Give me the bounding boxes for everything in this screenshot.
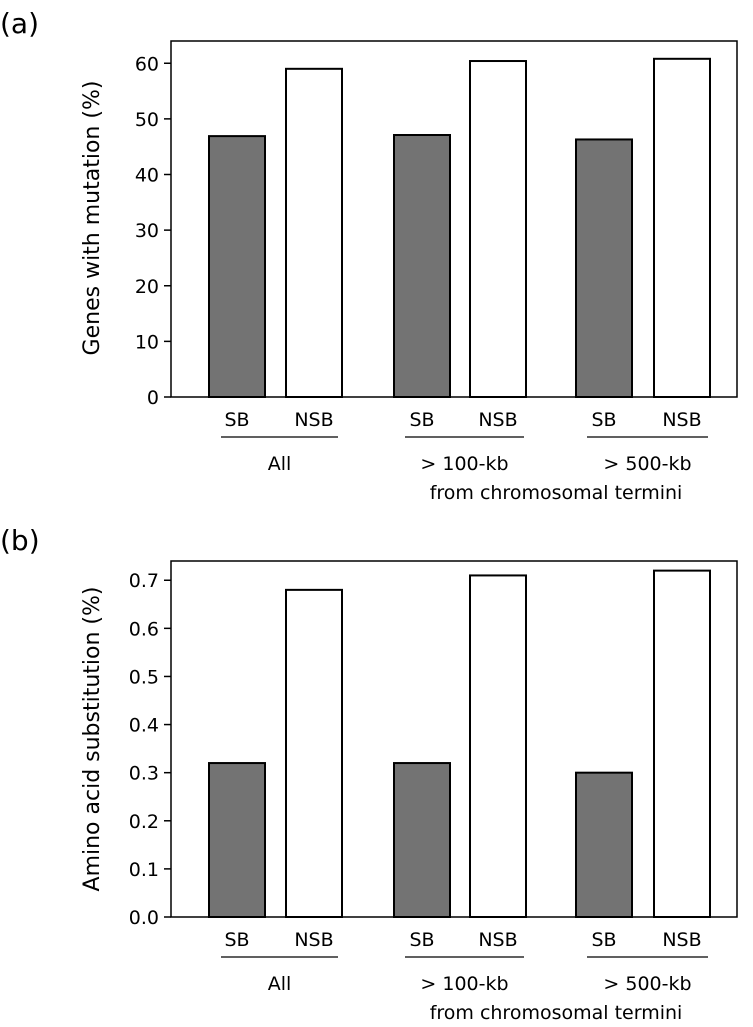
panel-label: (a) xyxy=(0,7,39,40)
group-label: > 100-kb xyxy=(420,453,508,475)
y-tick-label: 0.5 xyxy=(129,666,159,688)
y-axis-label: Genes with mutation (%) xyxy=(80,81,105,356)
group-label: All xyxy=(268,453,292,475)
y-tick-label: 0.6 xyxy=(129,618,159,640)
y-tick-label: 10 xyxy=(135,331,159,353)
y-tick-label: 30 xyxy=(135,220,159,242)
category-label: NSB xyxy=(662,929,701,951)
bar-nsb xyxy=(469,574,527,918)
bar-sb xyxy=(575,138,633,399)
group-label: > 500-kb xyxy=(603,453,691,475)
group-caption: from chromosomal termini xyxy=(430,1002,683,1024)
category-label: NSB xyxy=(478,409,517,431)
bar-sb xyxy=(393,762,451,919)
category-label: SB xyxy=(591,409,616,431)
panel-label: (b) xyxy=(0,524,40,557)
category-label: SB xyxy=(409,929,434,951)
category-label: NSB xyxy=(294,409,333,431)
category-label: NSB xyxy=(478,929,517,951)
group-label: > 500-kb xyxy=(603,973,691,995)
chart-panel-a: (a) 0 10 20 30 40 50 60 Genes with mutation (%) S… xyxy=(0,7,738,504)
bar-sb xyxy=(208,762,266,919)
y-tick-label: 0.3 xyxy=(129,763,159,785)
category-label: SB xyxy=(224,409,249,431)
bar-nsb xyxy=(285,588,343,918)
bar-sb xyxy=(208,135,266,398)
bar-nsb xyxy=(653,569,711,919)
y-tick-label: 0.1 xyxy=(129,859,159,881)
y-axis-label: Amino acid substitution (%) xyxy=(80,587,105,892)
bar-sb xyxy=(575,771,633,918)
y-tick-label: 20 xyxy=(135,276,159,298)
bar-nsb xyxy=(653,57,711,399)
y-tick-label: 0.7 xyxy=(129,570,159,592)
group-label: All xyxy=(268,973,292,995)
bar-sb xyxy=(393,134,451,398)
plot-frame xyxy=(170,560,738,918)
plot-frame xyxy=(170,40,738,398)
category-label: NSB xyxy=(662,409,701,431)
y-tick-label: 0.4 xyxy=(129,715,159,737)
y-tick-label: 0.2 xyxy=(129,811,159,833)
category-label: SB xyxy=(591,929,616,951)
y-tick-label: 0 xyxy=(147,387,159,409)
bar-nsb xyxy=(285,67,343,398)
y-tick-label: 40 xyxy=(135,165,159,187)
y-tick-label: 50 xyxy=(135,109,159,131)
group-label: > 100-kb xyxy=(420,973,508,995)
group-caption: from chromosomal termini xyxy=(430,482,683,504)
chart-panel-b: (b) 0.0 0.1 0.2 0.3 0.4 0.5 0.6 0.7 Amino acid su… xyxy=(0,524,738,1024)
category-label: SB xyxy=(409,409,434,431)
y-tick-label: 60 xyxy=(135,53,159,75)
category-label: SB xyxy=(224,929,249,951)
bar-nsb xyxy=(469,60,527,399)
category-label: NSB xyxy=(294,929,333,951)
y-tick-label: 0.0 xyxy=(129,907,159,929)
